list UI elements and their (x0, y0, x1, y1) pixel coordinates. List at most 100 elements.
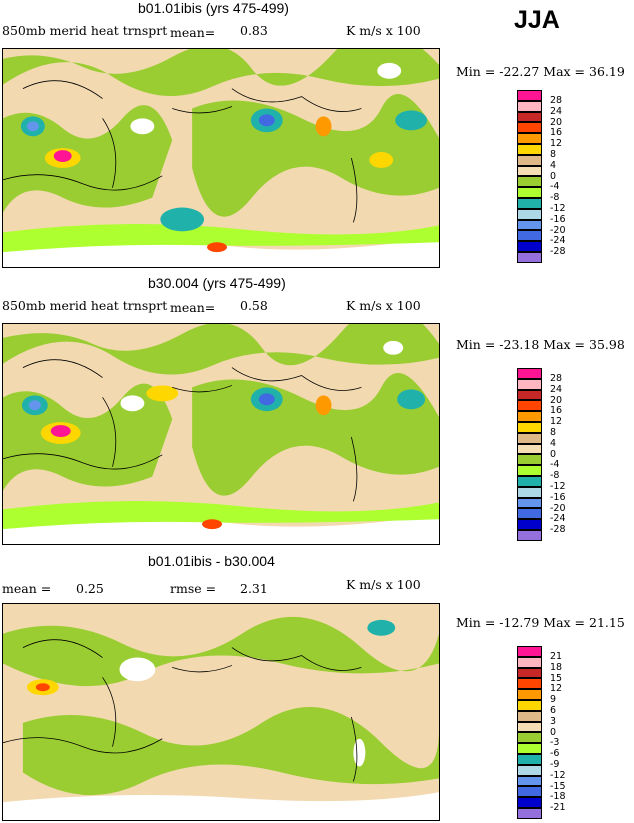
legend-swatch (517, 198, 542, 209)
legend-swatch (517, 465, 542, 476)
legend-swatch (517, 187, 542, 198)
legend-swatch (517, 754, 542, 765)
legend-swatch (517, 432, 542, 444)
legend-label: -8 (550, 192, 560, 204)
mean-value: 0.58 (240, 298, 268, 313)
legend-swatch (517, 656, 542, 668)
legend-swatch (517, 786, 542, 798)
legend-swatch (517, 476, 542, 487)
legend-swatch (517, 133, 542, 144)
legend-label: 24 (550, 105, 563, 117)
legend-label: -28 (550, 246, 566, 258)
mean-label: mean= (170, 300, 216, 315)
legend-swatch (517, 176, 542, 188)
legend-swatch (517, 368, 542, 379)
max-text: Max = 36.19 (543, 64, 625, 79)
legend-label: 20 (550, 394, 563, 406)
min-max-label: Min = -12.79 Max = 21.15 (456, 615, 625, 630)
legend-label: 16 (550, 405, 563, 417)
legend-label: -15 (550, 780, 566, 792)
world-map (2, 323, 440, 545)
legend-swatch (517, 90, 542, 101)
world-map (2, 603, 440, 821)
legend-swatch (517, 486, 542, 498)
legend-label: -12 (550, 769, 566, 781)
legend-label: 4 (550, 437, 557, 449)
legend-label: -8 (550, 470, 560, 482)
legend-swatch (517, 808, 542, 819)
legend-swatch (517, 411, 542, 422)
legend-swatch (517, 422, 542, 433)
variable-label: 850mb merid heat trnsprt (2, 298, 168, 313)
legend-label: 16 (550, 127, 563, 139)
legend-label: -4 (550, 459, 560, 471)
legend-swatch (517, 208, 542, 220)
min-text: Min = -12.79 (456, 615, 540, 630)
units-label: K m/s x 100 (346, 23, 421, 38)
legend-swatch (517, 400, 542, 412)
legend-label: 0 (550, 726, 557, 738)
legend-label: 3 (550, 715, 557, 727)
legend-label: 0 (550, 170, 557, 182)
legend-swatch (517, 775, 542, 787)
legend-swatch (517, 797, 542, 808)
legend-label: 20 (550, 116, 563, 128)
legend-swatch (517, 454, 542, 466)
legend-label: -18 (550, 791, 566, 803)
legend-swatch (517, 530, 542, 541)
legend-label: 8 (550, 427, 557, 438)
legend-swatch (517, 646, 542, 657)
rmse-value: 2.31 (240, 581, 268, 596)
legend-swatch (517, 100, 542, 112)
legend-swatch (517, 497, 542, 509)
units-label: K m/s x 100 (346, 298, 421, 313)
legend-label: 15 (550, 672, 563, 684)
legend-label: 12 (550, 683, 563, 695)
legend-swatch (517, 508, 542, 520)
legend-label: -16 (550, 213, 566, 225)
units-label: K m/s x 100 (346, 577, 421, 592)
legend-swatch (517, 743, 542, 754)
legend-label: 9 (550, 694, 557, 706)
panel-title: b01.01ibis - b30.004 (148, 553, 275, 569)
legend-label: -6 (550, 748, 560, 760)
legend-swatch (517, 700, 542, 711)
legend-swatch (517, 678, 542, 690)
legend-swatch (517, 667, 542, 679)
map-contours (3, 604, 439, 820)
mean-value: 0.25 (76, 581, 104, 596)
map-contours (3, 49, 439, 267)
legend-label: 8 (550, 149, 557, 160)
legend-label: -28 (550, 524, 566, 536)
legend-label: -16 (550, 491, 566, 503)
legend-swatch (517, 154, 542, 166)
legend-label: 12 (550, 416, 563, 428)
legend-label: 28 (550, 373, 563, 384)
min-text: Min = -23.18 (456, 337, 540, 352)
legend-label: -9 (550, 759, 560, 770)
max-text: Max = 35.98 (543, 337, 625, 352)
rmse-label: rmse = (170, 581, 217, 596)
legend-swatch (517, 389, 542, 401)
max-text: Max = 21.15 (543, 615, 625, 630)
legend-label: 6 (550, 705, 557, 716)
legend-swatch (517, 122, 542, 134)
mean-label: mean = (2, 581, 52, 596)
legend-swatch (517, 144, 542, 155)
legend-swatch (517, 219, 542, 231)
legend-swatch (517, 165, 542, 177)
legend-swatch (517, 689, 542, 700)
legend-label: -24 (550, 235, 566, 247)
panel-title: b30.004 (yrs 475-499) (148, 275, 286, 291)
legend-swatch (517, 519, 542, 530)
mean-value: 0.83 (240, 23, 268, 38)
legend-swatch (517, 111, 542, 123)
legend-swatch (517, 252, 542, 263)
legend-swatch (517, 732, 542, 744)
legend-swatch (517, 764, 542, 776)
legend-swatch (517, 241, 542, 252)
legend-label: -12 (550, 481, 566, 492)
legend-swatch (517, 443, 542, 455)
legend-label: -4 (550, 181, 560, 193)
legend-label: -3 (550, 737, 560, 749)
